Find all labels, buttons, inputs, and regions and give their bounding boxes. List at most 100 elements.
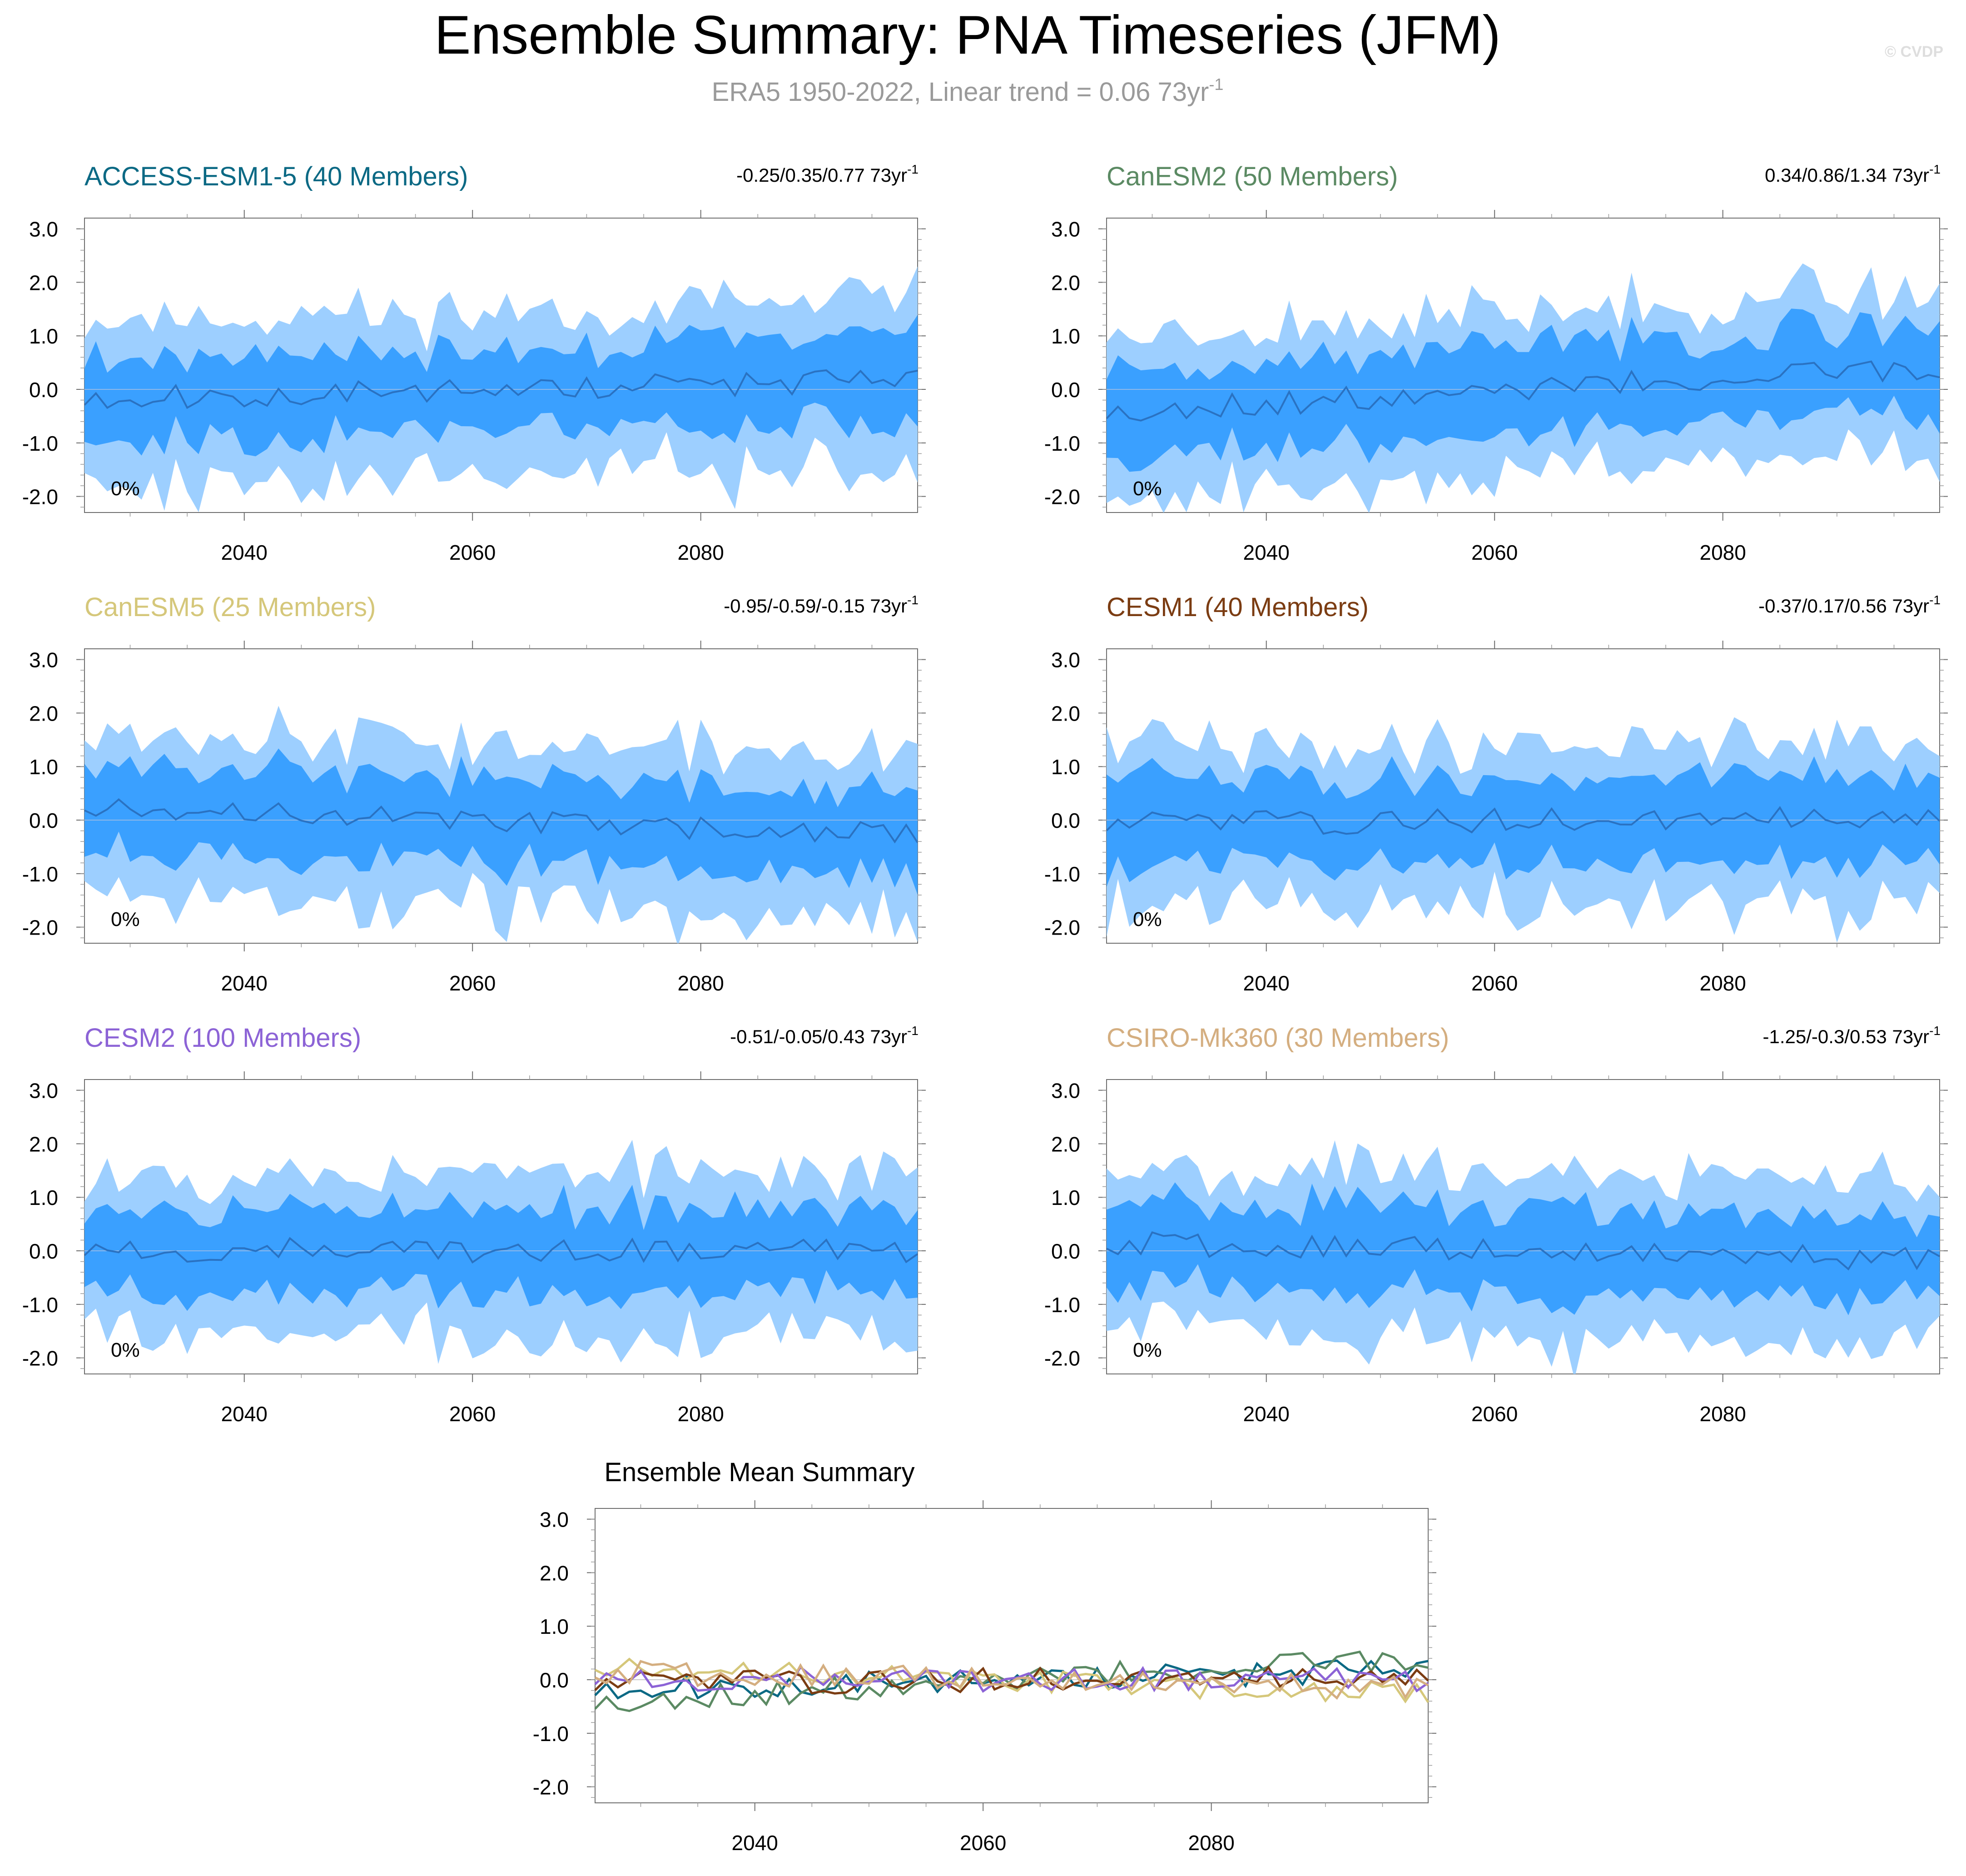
percent-label: 0%: [111, 1339, 140, 1361]
inner-band-area: [84, 748, 918, 895]
trend-exponent: -1: [1929, 1024, 1941, 1038]
y-tick-label: 0.0: [1051, 1239, 1080, 1263]
model-panel: 3.0 2.0 1.0 0.0 -1.0 -2.0 2040 2060 2080 CanESM2 …: [1044, 162, 1948, 564]
x-tick-label: 2080: [677, 541, 724, 564]
y-tick-label: 0.0: [540, 1668, 569, 1692]
y-tick-label: -2.0: [533, 1776, 569, 1799]
y-tick-label: 0.0: [29, 809, 58, 832]
page-title: Ensemble Summary: PNA Timeseries (JFM): [434, 5, 1500, 65]
y-tick-label: 2.0: [1051, 702, 1080, 725]
y-tick-label: 1.0: [1051, 755, 1080, 779]
model-title: CanESM2 (50 Members): [1107, 162, 1398, 191]
x-tick-label: 2060: [1471, 541, 1518, 564]
trend-values: 0.34/0.86/1.34 73yr: [1765, 164, 1929, 186]
y-tick-label: -2.0: [1044, 1347, 1080, 1370]
y-tick-label: 2.0: [1051, 1132, 1080, 1156]
inner-band-area: [84, 315, 918, 457]
model-title: ACCESS-ESM1-5 (40 Members): [84, 162, 468, 191]
trend-values: -0.37/0.17/0.56 73yr: [1758, 595, 1929, 617]
model-panel: 3.0 2.0 1.0 0.0 -1.0 -2.0 2040 2060 2080 CanESM5 …: [22, 592, 926, 995]
y-tick-label: 3.0: [1051, 218, 1080, 241]
plot-area: [84, 1140, 918, 1364]
x-tick-label: 2080: [677, 971, 724, 995]
x-tick-label: 2040: [221, 541, 268, 564]
trend-label: -0.25/0.35/0.77 73yr-1: [736, 162, 918, 186]
percent-label: 0%: [1133, 908, 1162, 931]
x-tick-label: 2040: [221, 1402, 268, 1426]
y-tick-label: -1.0: [1044, 862, 1080, 886]
model-panel: 3.0 2.0 1.0 0.0 -1.0 -2.0 2040 2060 2080 CSIRO-Mk…: [1044, 1023, 1948, 1426]
trend-values: -1.25/-0.3/0.53 73yr: [1763, 1026, 1930, 1047]
y-tick-label: 3.0: [29, 218, 58, 241]
inner-band-area: [1107, 756, 1940, 887]
y-tick-label: 2.0: [29, 271, 58, 294]
trend-exponent: -1: [907, 593, 918, 607]
x-tick-label: 2060: [449, 1402, 496, 1426]
trend-label: 0.34/0.86/1.34 73yr-1: [1765, 162, 1941, 186]
y-tick-label: 0.0: [29, 378, 58, 402]
percent-label: 0%: [1133, 478, 1162, 500]
y-tick-label: 3.0: [540, 1508, 569, 1532]
trend-values: -0.25/0.35/0.77 73yr: [736, 164, 907, 186]
x-tick-label: 2060: [960, 1831, 1006, 1855]
y-tick-label: -2.0: [1044, 485, 1080, 509]
ensemble-mean-line: [84, 1237, 918, 1264]
x-tick-label: 2040: [221, 971, 268, 995]
x-tick-label: 2040: [1243, 971, 1290, 995]
plot-area: [84, 266, 918, 513]
y-tick-label: 1.0: [29, 324, 58, 348]
summary-mean-line: [594, 1660, 1429, 1700]
x-tick-label: 2080: [677, 1402, 724, 1426]
x-tick-label: 2080: [1188, 1831, 1234, 1855]
trend-exponent: -1: [1929, 162, 1941, 176]
percent-label: 0%: [111, 478, 140, 500]
y-tick-label: -1.0: [22, 432, 58, 455]
model-title: CanESM5 (25 Members): [84, 592, 376, 622]
y-tick-label: 3.0: [1051, 648, 1080, 672]
summary-panel: 3.0 2.0 1.0 0.0 -1.0 -2.0 2040 2060 2080 Ensemble…: [533, 1458, 1436, 1855]
y-tick-label: 1.0: [1051, 1186, 1080, 1209]
percent-label: 0%: [111, 908, 140, 931]
y-tick-label: 1.0: [29, 1186, 58, 1209]
x-tick-label: 2040: [1243, 1402, 1290, 1426]
y-tick-label: -2.0: [22, 485, 58, 509]
y-tick-label: -2.0: [22, 1347, 58, 1370]
inner-band-area: [1107, 1182, 1940, 1315]
y-tick-label: -1.0: [22, 862, 58, 886]
y-tick-label: 2.0: [29, 1132, 58, 1156]
model-title: CSIRO-Mk360 (30 Members): [1107, 1023, 1449, 1053]
trend-label: -0.51/-0.05/0.43 73yr-1: [730, 1024, 918, 1047]
y-tick-label: 0.0: [1051, 378, 1080, 402]
percent-label: 0%: [1133, 1339, 1162, 1361]
y-tick-label: -1.0: [1044, 1293, 1080, 1317]
y-tick-label: -2.0: [1044, 916, 1080, 940]
y-tick-label: 3.0: [29, 648, 58, 672]
y-tick-label: 0.0: [1051, 809, 1080, 832]
x-tick-label: 2080: [1699, 971, 1746, 995]
x-tick-label: 2040: [1243, 541, 1290, 564]
y-tick-label: 1.0: [540, 1615, 569, 1638]
summary-mean-line: [594, 1657, 1430, 1704]
x-tick-label: 2080: [1699, 1402, 1746, 1426]
y-tick-label: -1.0: [1044, 432, 1080, 455]
page-subtitle: ERA5 1950-2022, Linear trend = 0.06 73yr…: [712, 75, 1224, 107]
plot-area: [84, 706, 918, 943]
y-tick-label: -1.0: [22, 1293, 58, 1317]
model-title: CESM2 (100 Members): [84, 1023, 361, 1053]
trend-label: -0.95/-0.59/-0.15 73yr-1: [724, 593, 918, 617]
x-tick-label: 2060: [1471, 1402, 1518, 1426]
inner-band-area: [1107, 309, 1940, 472]
panels: 3.0 2.0 1.0 0.0 -1.0 -2.0 2040 2060 2080 ACCESS-E…: [22, 162, 1948, 1855]
y-tick-label: 2.0: [29, 702, 58, 725]
model-panel: 3.0 2.0 1.0 0.0 -1.0 -2.0 2040 2060 2080 CESM1 (4…: [1044, 592, 1948, 995]
model-panel: 3.0 2.0 1.0 0.0 -1.0 -2.0 2040 2060 2080 ACCESS-E…: [22, 162, 926, 564]
model-title: CESM1 (40 Members): [1107, 592, 1369, 622]
ensemble-mean-line: [1107, 806, 1940, 835]
y-tick-label: 2.0: [540, 1561, 569, 1585]
y-tick-label: -1.0: [533, 1722, 569, 1746]
inner-band-area: [84, 1184, 918, 1311]
y-tick-label: -2.0: [22, 916, 58, 940]
ensemble-mean-line: [1107, 360, 1940, 422]
x-tick-label: 2060: [1471, 971, 1518, 995]
